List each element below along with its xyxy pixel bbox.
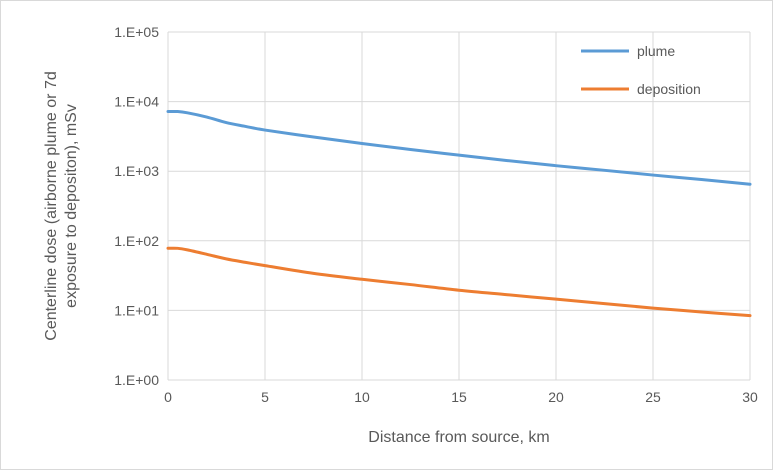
y-tick-label: 1.E+04 bbox=[114, 94, 159, 110]
x-tick-label: 10 bbox=[354, 389, 370, 405]
y-tick-label: 1.E+02 bbox=[114, 233, 159, 249]
y-axis-title: Centerline dose (airborne plume or 7d ex… bbox=[43, 71, 80, 340]
axis-titles: Distance from source, km Centerline dose… bbox=[43, 71, 550, 446]
tick-labels: 0 5 10 15 20 25 30 1.E+00 1.E+01 1.E+02 1.E+03 1.E+… bbox=[114, 24, 758, 405]
series-line-deposition bbox=[166, 246, 752, 318]
series-lines bbox=[166, 109, 752, 318]
y-axis-title-line-1: Centerline dose (airborne plume or 7d bbox=[43, 71, 60, 340]
legend-label-plume: plume bbox=[637, 43, 675, 59]
x-tick-label: 5 bbox=[261, 389, 269, 405]
y-tick-label: 1.E+01 bbox=[114, 302, 159, 318]
y-tick-label: 1.E+00 bbox=[114, 372, 159, 388]
y-tick-label: 1.E+03 bbox=[114, 163, 159, 179]
x-tick-label: 30 bbox=[742, 389, 758, 405]
legend: plume deposition bbox=[581, 43, 701, 97]
legend-label-deposition: deposition bbox=[637, 81, 701, 97]
x-axis-title: Distance from source, km bbox=[368, 429, 549, 446]
x-tick-label: 20 bbox=[548, 389, 564, 405]
gridlines bbox=[167, 31, 751, 381]
x-tick-label: 15 bbox=[451, 389, 467, 405]
x-tick-label: 0 bbox=[164, 389, 172, 405]
y-axis-title-line-2: exposure to depositon), mSv bbox=[63, 104, 80, 308]
y-tick-label: 1.E+05 bbox=[114, 24, 159, 40]
series-line-plume bbox=[166, 109, 752, 186]
x-tick-label: 25 bbox=[645, 389, 661, 405]
